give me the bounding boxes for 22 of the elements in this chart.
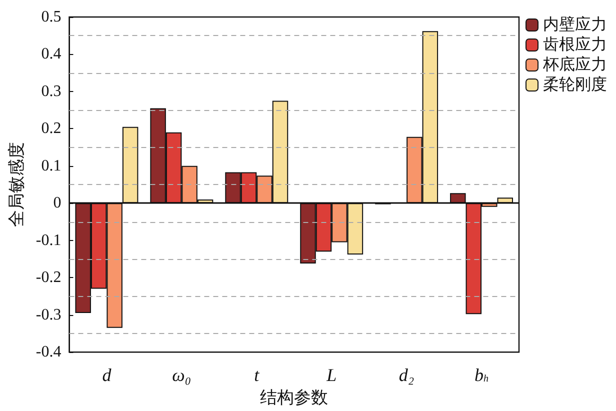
x-tick-label: L [326,365,337,386]
x-axis-title: 结构参数 [260,388,328,407]
y-tick-label: -0.2 [36,269,62,286]
x-tick-label: ω₀ [172,365,192,386]
legend-label: 齿根应力 [543,36,607,54]
y-tick-label: 0.4 [41,46,62,63]
y-tick-label: 0.2 [41,120,62,138]
y-tick-label: 0.5 [41,8,62,26]
x-tick-label: t [254,365,260,386]
legend-label: 柔轮刚度 [543,76,607,94]
y-tick-label: -0.1 [36,232,62,249]
legend-label: 内壁应力 [543,16,607,34]
legend-label: 杯底应力 [542,56,607,74]
x-tick-label: d₂ [398,365,414,386]
y-tick-label: 0.3 [41,82,62,100]
y-tick-label: -0.4 [36,344,62,361]
x-tick-label: bh [474,365,489,386]
y-tick-label: -0.3 [36,306,62,324]
y-tick-label: 0.1 [41,157,62,174]
y-tick-label: 0 [53,194,62,212]
x-tick-label: d [102,365,112,386]
y-axis-title: 全局敏感度 [7,142,26,228]
